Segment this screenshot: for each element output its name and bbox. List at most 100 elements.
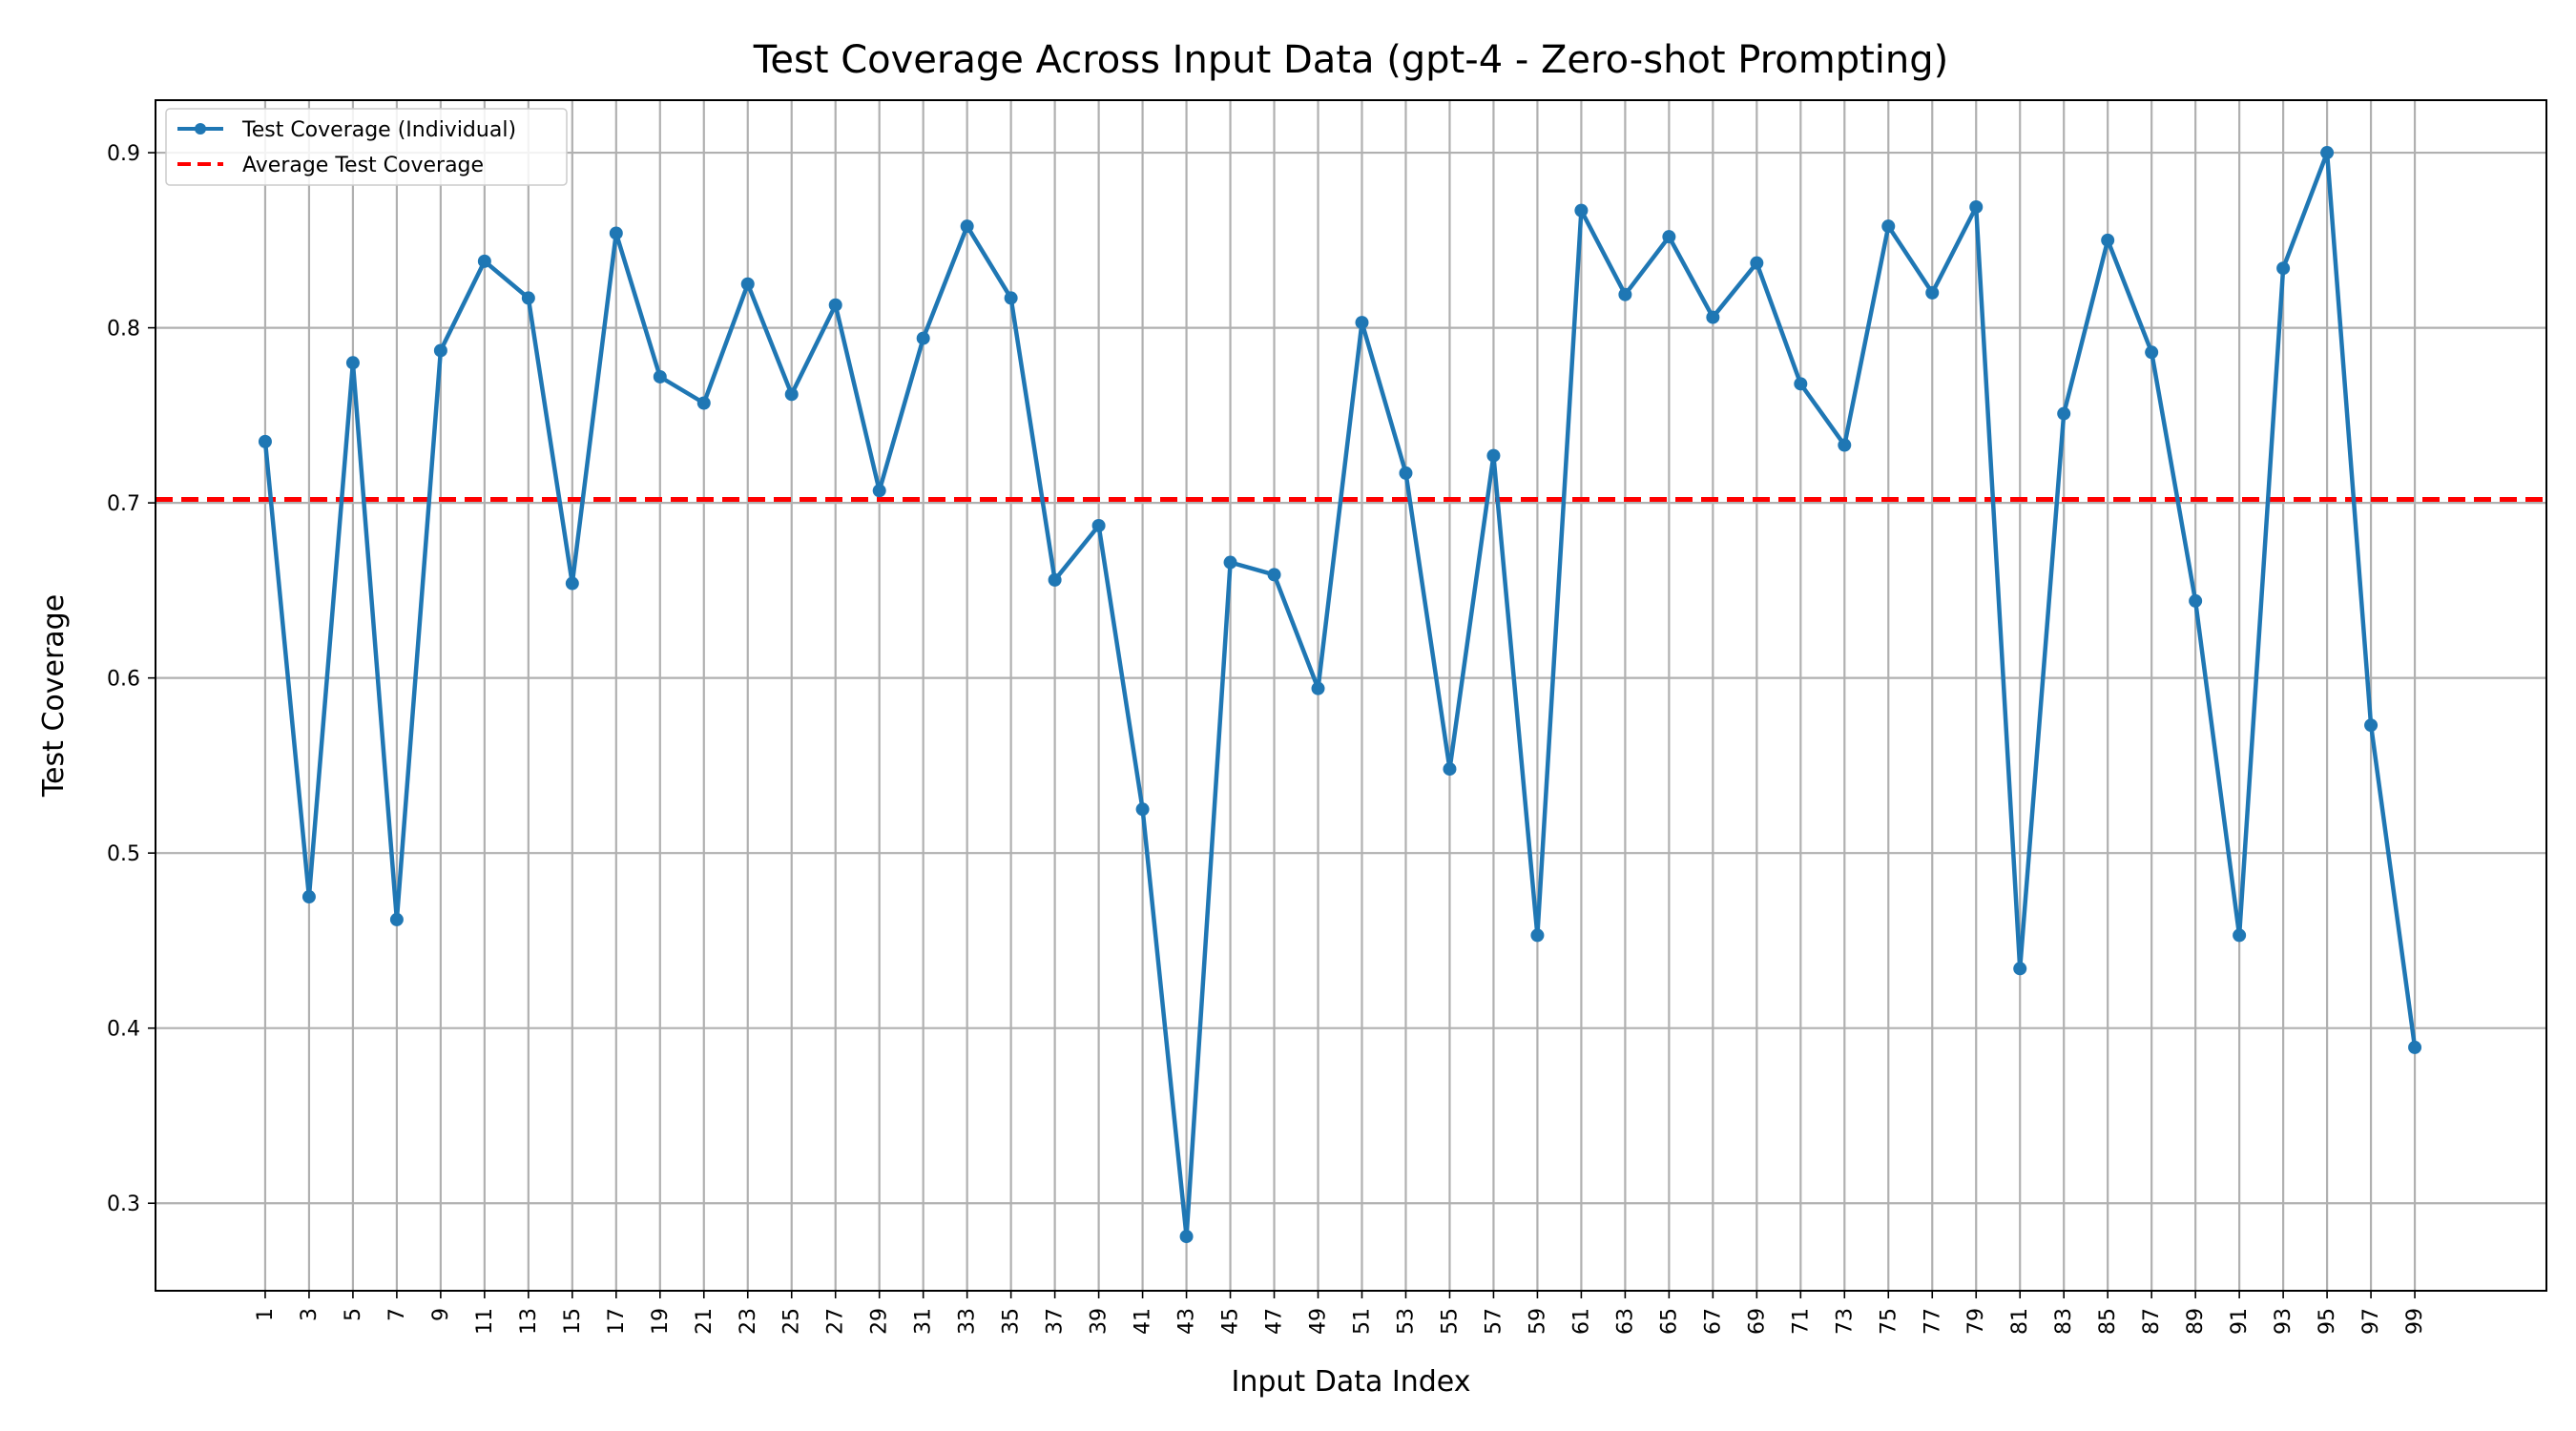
x-tick-label: 81 bbox=[2008, 1308, 2032, 1335]
x-tick-label: 61 bbox=[1569, 1308, 1593, 1335]
data-point bbox=[2364, 718, 2379, 733]
legend-label-individual: Test Coverage (Individual) bbox=[241, 118, 516, 142]
data-point bbox=[609, 226, 623, 240]
x-tick-label: 23 bbox=[737, 1308, 760, 1335]
data-point bbox=[2101, 233, 2115, 247]
data-point bbox=[1004, 291, 1018, 305]
x-tick-label: 93 bbox=[2272, 1308, 2296, 1335]
data-point bbox=[301, 890, 316, 904]
data-point bbox=[740, 277, 755, 291]
x-tick-label: 85 bbox=[2096, 1308, 2120, 1335]
x-tick-label: 71 bbox=[1789, 1308, 1813, 1335]
legend: Test Coverage (Individual) Average Test … bbox=[165, 108, 568, 186]
x-tick-label: 35 bbox=[1000, 1308, 1024, 1335]
x-tick-label: 49 bbox=[1307, 1308, 1331, 1335]
x-tick-label: 83 bbox=[2052, 1308, 2076, 1335]
data-point bbox=[696, 396, 711, 410]
x-tick-label: 5 bbox=[342, 1308, 365, 1321]
x-tick-label: 29 bbox=[868, 1308, 892, 1335]
legend-label-average: Average Test Coverage bbox=[242, 154, 484, 177]
data-point bbox=[1486, 448, 1501, 463]
y-tick-label: 0.3 bbox=[107, 1192, 140, 1216]
data-point bbox=[1662, 230, 1676, 244]
y-tick-label: 0.6 bbox=[107, 668, 140, 692]
x-tick-label: 7 bbox=[385, 1308, 409, 1321]
data-point bbox=[916, 331, 930, 345]
data-point bbox=[1618, 287, 1632, 301]
x-tick-label: 27 bbox=[824, 1308, 848, 1335]
data-point bbox=[2057, 406, 2071, 421]
grid-lines bbox=[156, 100, 2546, 1291]
legend-marker-individual bbox=[195, 123, 206, 135]
x-tick-label: 59 bbox=[1526, 1308, 1549, 1335]
data-point bbox=[1443, 762, 1457, 777]
x-tick-label: 77 bbox=[1921, 1308, 1944, 1335]
x-tick-label: 57 bbox=[1482, 1308, 1506, 1335]
data-point bbox=[2276, 261, 2291, 276]
x-tick-label: 25 bbox=[780, 1308, 804, 1335]
x-tick-label: 1 bbox=[254, 1308, 278, 1321]
data-point bbox=[828, 298, 842, 312]
x-tick-label: 97 bbox=[2359, 1308, 2383, 1335]
data-point bbox=[872, 484, 886, 498]
data-point bbox=[1530, 928, 1545, 943]
x-tick-label: 75 bbox=[1877, 1308, 1901, 1335]
data-point bbox=[784, 387, 799, 402]
data-point bbox=[521, 291, 535, 305]
data-point bbox=[1267, 568, 1281, 582]
x-tick-label: 73 bbox=[1833, 1308, 1857, 1335]
data-point bbox=[2189, 593, 2203, 608]
data-point bbox=[258, 434, 272, 448]
x-tick-label: 45 bbox=[1219, 1308, 1243, 1335]
y-tick-label: 0.8 bbox=[107, 318, 140, 342]
data-point bbox=[653, 369, 667, 384]
x-tick-label: 31 bbox=[912, 1308, 936, 1335]
x-tick-label: 19 bbox=[649, 1308, 673, 1335]
series-line-individual bbox=[262, 150, 2418, 1239]
x-tick-label: 37 bbox=[1044, 1308, 1068, 1335]
data-point bbox=[1838, 438, 1852, 452]
y-tick-label: 0.4 bbox=[107, 1018, 140, 1042]
y-axis-label: Test Coverage bbox=[37, 594, 71, 798]
data-point bbox=[345, 356, 360, 370]
data-point bbox=[1881, 219, 1896, 234]
data-point bbox=[1311, 681, 1325, 695]
x-axis-label: Input Data Index bbox=[1232, 1365, 1471, 1399]
data-point bbox=[1399, 466, 1413, 480]
y-tick-label: 0.5 bbox=[107, 842, 140, 866]
data-point bbox=[389, 912, 404, 926]
x-tick-label: 17 bbox=[605, 1308, 629, 1335]
data-point bbox=[1750, 256, 1764, 270]
x-tick-label: 67 bbox=[1701, 1308, 1725, 1335]
x-tick-label: 3 bbox=[298, 1308, 322, 1321]
x-tick-label: 87 bbox=[2140, 1308, 2164, 1335]
x-tick-label: 53 bbox=[1394, 1308, 1418, 1335]
x-tick-label: 13 bbox=[517, 1308, 541, 1335]
x-tick-label: 89 bbox=[2184, 1308, 2208, 1335]
data-point bbox=[1223, 555, 1237, 570]
x-tick-label: 39 bbox=[1088, 1308, 1111, 1335]
data-point bbox=[960, 219, 974, 234]
chart-title: Test Coverage Across Input Data (gpt-4 -… bbox=[753, 38, 1949, 82]
data-point bbox=[433, 343, 447, 358]
data-point bbox=[1355, 316, 1369, 330]
x-tick-label: 43 bbox=[1175, 1308, 1199, 1335]
data-point bbox=[1794, 377, 1808, 391]
data-point bbox=[565, 576, 579, 591]
y-tick-label: 0.9 bbox=[107, 142, 140, 166]
data-point bbox=[477, 254, 491, 268]
x-tick-label: 95 bbox=[2316, 1308, 2339, 1335]
data-point bbox=[2145, 345, 2159, 360]
data-point bbox=[1091, 518, 1106, 532]
data-point bbox=[1048, 572, 1062, 587]
x-axis-ticks: 1 3 5 7 9 11 13 15 17 19 21 23 25 27 29 31 33 35 37 39 41 43 4… bbox=[254, 1291, 2427, 1335]
data-point bbox=[2013, 962, 2027, 976]
x-tick-label: 11 bbox=[473, 1308, 497, 1335]
x-tick-label: 65 bbox=[1657, 1308, 1681, 1335]
x-tick-label: 79 bbox=[1964, 1308, 1988, 1335]
x-tick-label: 99 bbox=[2403, 1308, 2427, 1335]
data-point bbox=[1135, 802, 1150, 817]
x-tick-label: 41 bbox=[1132, 1308, 1155, 1335]
